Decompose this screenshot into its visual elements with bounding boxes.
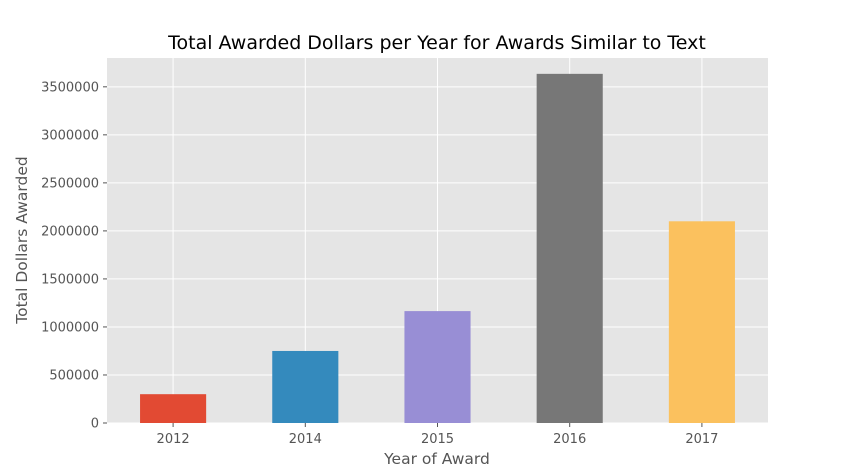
- bar-2014: [272, 350, 339, 423]
- bar-2017: [668, 221, 735, 423]
- x-tick-label: 2014: [289, 432, 322, 447]
- y-tick-label: 3500000: [41, 80, 99, 95]
- y-tick-label: 500000: [49, 368, 99, 383]
- y-tick-label: 2000000: [41, 224, 99, 239]
- bar-2012: [140, 394, 207, 423]
- x-tick-label: 2017: [685, 432, 718, 447]
- x-axis-ticks: 2012 2014 2015 2016 2017: [157, 423, 718, 447]
- y-tick-label: 0: [91, 417, 99, 432]
- y-tick-label: 1000000: [41, 320, 99, 335]
- y-tick-label: 1500000: [41, 272, 99, 287]
- y-axis-title: Total Dollars Awarded: [13, 156, 31, 325]
- chart-title: Total Awarded Dollars per Year for Award…: [167, 32, 706, 54]
- bar-2015: [404, 311, 471, 423]
- bars: [140, 73, 735, 423]
- x-tick-label: 2015: [421, 432, 454, 447]
- x-tick-label: 2012: [157, 432, 190, 447]
- x-tick-label: 2016: [553, 432, 586, 447]
- y-tick-label: 2500000: [41, 176, 99, 191]
- x-axis-title: Year of Award: [383, 450, 490, 468]
- y-tick-label: 3000000: [41, 128, 99, 143]
- bar-2016: [536, 73, 603, 423]
- y-axis-ticks: 0 500000 1000000 1500000 2000000 2500000 30000…: [41, 80, 107, 432]
